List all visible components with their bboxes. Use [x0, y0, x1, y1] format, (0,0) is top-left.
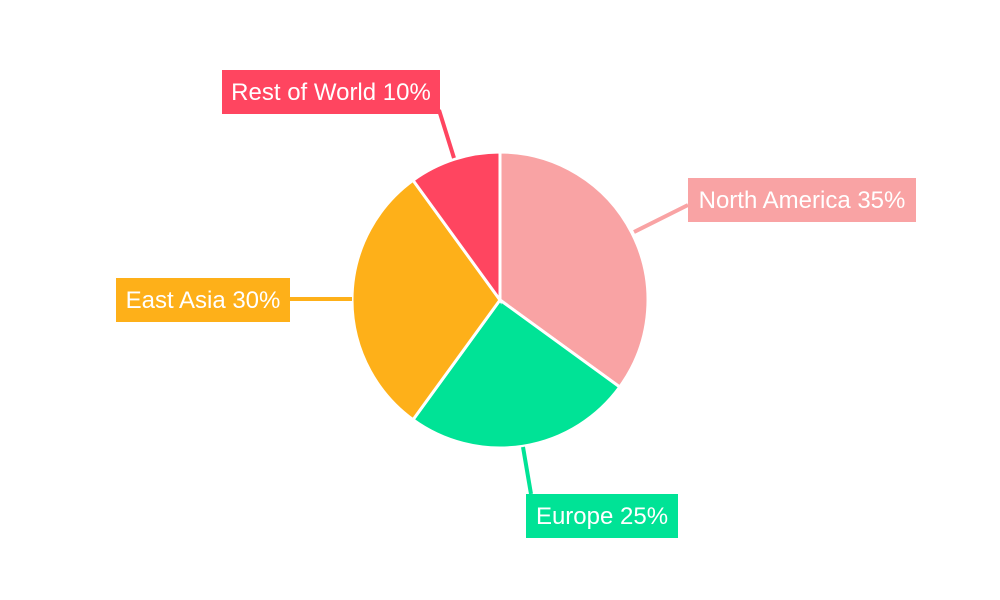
pie-slice-north-america[interactable] [498, 150, 650, 390]
leader-line [521, 446, 533, 495]
leader-line [437, 109, 456, 159]
data-label-box [526, 494, 678, 538]
data-label: Europe 25% [536, 503, 668, 530]
data-label: East Asia 30% [126, 287, 281, 314]
pie-slice-rest-of-world[interactable] [410, 150, 502, 305]
data-label: North America 35% [699, 187, 906, 214]
data-label-box [116, 278, 290, 322]
leader-line [633, 203, 689, 234]
pie-slice-europe[interactable] [410, 297, 622, 450]
data-label-box [688, 178, 916, 222]
data-label: Rest of World 10% [231, 79, 431, 106]
data-label-box [222, 70, 440, 114]
